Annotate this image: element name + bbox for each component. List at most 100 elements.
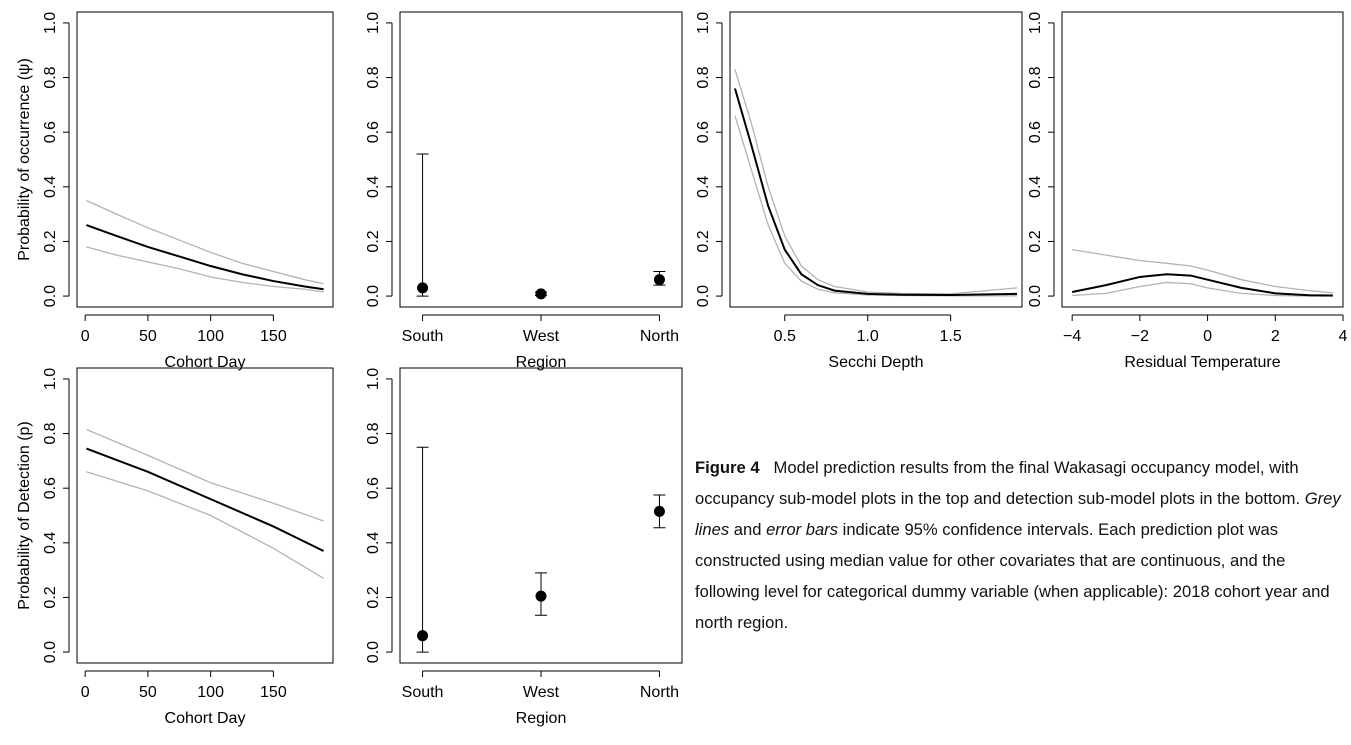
plot-box [399, 11, 683, 308]
y-tick-label: 0.0 [365, 641, 382, 663]
x-tick-label: 150 [260, 684, 287, 701]
y-tick-label: 0.4 [695, 176, 712, 198]
x-axis-label: Cohort Day [165, 354, 246, 371]
y-tick-label: 0.6 [42, 477, 59, 499]
y-tick-label: 0.0 [1027, 285, 1044, 307]
point [535, 288, 547, 300]
y-tick-label: 1.0 [1027, 12, 1044, 34]
x-axis-label: Secchi Depth [828, 354, 923, 371]
line [1072, 281, 1333, 297]
y-tick-label: 0.0 [365, 285, 382, 307]
y-tick-label: 0.8 [365, 422, 382, 444]
plot-box [399, 367, 683, 664]
x-tick-label: West [523, 328, 560, 345]
x-tick-label: 50 [139, 328, 157, 345]
caption-label: Figure 4 [695, 458, 760, 477]
y-tick-label: 0.2 [365, 230, 382, 252]
line [86, 471, 324, 579]
plot-box [1061, 11, 1344, 308]
x-tick-label: 0 [81, 684, 90, 701]
y-tick-label: 1.0 [42, 368, 59, 390]
x-tick-label: 100 [197, 684, 224, 701]
point [417, 282, 429, 294]
y-tick-label: 1.0 [695, 12, 712, 34]
line [86, 224, 324, 291]
y-tick-label: 0.8 [1027, 66, 1044, 88]
plot-box [729, 11, 1023, 308]
x-tick-label: 2 [1271, 328, 1280, 345]
point [417, 630, 429, 642]
line [86, 428, 324, 522]
y-tick-label: 0.8 [42, 66, 59, 88]
caption: Figure 4 Model prediction results from th… [695, 452, 1347, 638]
x-tick-label: 4 [1339, 328, 1348, 345]
y-tick-label: 0.6 [42, 121, 59, 143]
x-tick-label: 1.0 [857, 328, 879, 345]
y-tick-label: 0.2 [42, 230, 59, 252]
x-tick-label: 1.5 [940, 328, 962, 345]
y-tick-label: 0.8 [42, 422, 59, 444]
y-tick-label: 0.0 [42, 641, 59, 663]
y-tick-label: 0.0 [695, 285, 712, 307]
y-tick-label: 1.0 [365, 12, 382, 34]
caption-text: error bars [766, 520, 839, 539]
line [1072, 248, 1333, 294]
x-tick-label: 50 [139, 684, 157, 701]
line [734, 88, 1018, 296]
caption-text: indicate 95% confidence intervals. Each … [695, 520, 1330, 632]
x-tick-label: South [402, 328, 444, 345]
y-tick-label: 0.4 [42, 532, 59, 554]
line [86, 246, 324, 293]
x-axis-label: Region [516, 710, 567, 727]
line [86, 199, 324, 285]
x-axis-label: Residual Temperature [1124, 354, 1280, 371]
y-tick-label: 0.8 [695, 66, 712, 88]
y-tick-label: 0.4 [1027, 176, 1044, 198]
line [734, 115, 1018, 297]
x-axis-label: Cohort Day [165, 710, 246, 727]
x-tick-label: North [640, 328, 679, 345]
y-tick-label: 0.2 [1027, 230, 1044, 252]
x-tick-label: South [402, 684, 444, 701]
x-tick-label: 0.5 [774, 328, 796, 345]
y-tick-label: 0.4 [365, 532, 382, 554]
caption-text: Grey lines [695, 489, 1341, 539]
y-tick-label: 1.0 [42, 12, 59, 34]
x-axis-label: Region [516, 354, 567, 371]
y-tick-label: 0.2 [42, 586, 59, 608]
error-bar [416, 153, 429, 297]
y-tick-label: 0.6 [1027, 121, 1044, 143]
x-tick-label: North [640, 684, 679, 701]
y-tick-label: 0.6 [695, 121, 712, 143]
x-tick-label: 0 [81, 328, 90, 345]
y-tick-label: 1.0 [365, 368, 382, 390]
y-axis-label: Probability of Detection (p) [16, 421, 33, 610]
x-tick-label: 150 [260, 328, 287, 345]
line [1071, 273, 1333, 297]
point [653, 505, 665, 517]
plot-box [76, 11, 334, 308]
caption-text: and [733, 520, 762, 539]
y-tick-label: 0.8 [365, 66, 382, 88]
y-tick-label: 0.6 [365, 121, 382, 143]
y-tick-label: 0.4 [42, 176, 59, 198]
error-bar [416, 446, 429, 653]
y-tick-label: 0.2 [365, 586, 382, 608]
y-tick-label: 0.0 [42, 285, 59, 307]
y-tick-label: 0.2 [695, 230, 712, 252]
line [86, 447, 325, 552]
x-tick-label: 0 [1203, 328, 1212, 345]
y-tick-label: 0.4 [365, 176, 382, 198]
caption-text: Model prediction results from the final … [695, 458, 1301, 508]
x-tick-label: −2 [1131, 328, 1149, 345]
point [653, 274, 665, 286]
line [734, 69, 1018, 295]
x-tick-label: 100 [197, 328, 224, 345]
x-tick-label: West [523, 684, 560, 701]
plot-box [76, 367, 334, 664]
x-tick-label: −4 [1063, 328, 1081, 345]
y-tick-label: 0.6 [365, 477, 382, 499]
y-axis-label: Probability of occurrence (ψ) [16, 58, 33, 261]
